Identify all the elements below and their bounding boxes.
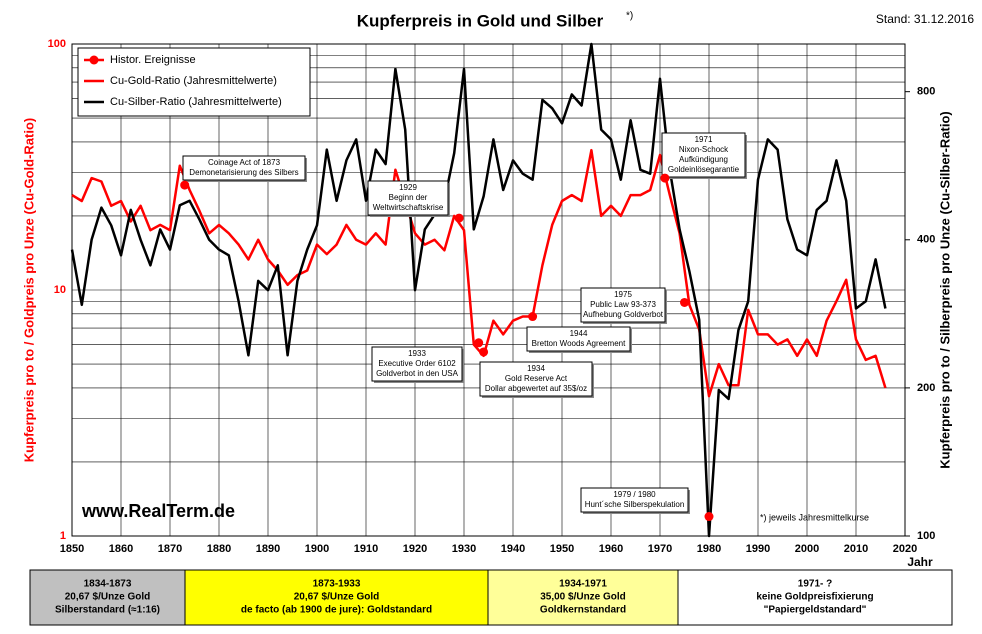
annotation-box bbox=[371, 346, 463, 382]
period-text: 1873-1933 bbox=[313, 579, 361, 590]
period-text: de facto (ab 1900 de jure): Goldstandard bbox=[241, 605, 432, 616]
event-marker bbox=[454, 213, 464, 223]
x-tick-label: 1860 bbox=[109, 543, 133, 555]
x-tick-label: 1880 bbox=[207, 543, 231, 555]
legend-label: Cu-Gold-Ratio (Jahresmittelwerte) bbox=[110, 75, 277, 87]
legend-swatch bbox=[89, 55, 99, 65]
annotation-box bbox=[526, 326, 631, 352]
annotation-text: 1933 bbox=[408, 349, 426, 358]
period-box bbox=[184, 569, 489, 626]
x-tick-label: 1910 bbox=[354, 543, 378, 555]
y2-tick-label: 400 bbox=[917, 234, 935, 246]
y2-tick-label: 800 bbox=[917, 86, 935, 98]
annotation-box bbox=[479, 361, 593, 397]
chart-title: Kupferpreis in Gold und Silber bbox=[357, 11, 604, 30]
series-line bbox=[70, 42, 887, 538]
period-text: 1934-1971 bbox=[559, 579, 607, 590]
annotation-text: Gold Reserve Act bbox=[505, 374, 568, 383]
x-tick-label: 1970 bbox=[648, 543, 672, 555]
period-box bbox=[487, 569, 679, 626]
annotation-text: Public Law 93-373 bbox=[590, 300, 656, 309]
annotation-text: Dollar abgewertet auf 35$/oz bbox=[485, 384, 587, 393]
annotation-text: 1944 bbox=[570, 329, 588, 338]
title-note: *) bbox=[626, 11, 633, 22]
event-marker bbox=[660, 173, 670, 183]
period-text: Silberstandard (≈1:16) bbox=[55, 605, 160, 616]
annotation-text: Weltwirtschaftskrise bbox=[373, 203, 444, 212]
period-text: 20,67 $/Unze Gold bbox=[65, 592, 151, 603]
annotation-text: 1971 bbox=[695, 135, 713, 144]
event-marker bbox=[474, 338, 484, 348]
footnote: *) jeweils Jahresmittelkurse bbox=[760, 512, 869, 522]
y2-axis-title: Kupferpreis pro to / Silberpreis pro Unz… bbox=[937, 111, 952, 469]
annotation-text: Aufhebung Goldverbot bbox=[583, 310, 664, 319]
annotation-text: Demonetarisierung des Silbers bbox=[189, 168, 298, 177]
x-tick-label: 1950 bbox=[550, 543, 574, 555]
annotation-text: Goldeinlösegarantie bbox=[668, 165, 740, 174]
x-tick-label: 1980 bbox=[697, 543, 721, 555]
y2-tick-label: 100 bbox=[917, 530, 935, 542]
y-tick-label: 100 bbox=[48, 38, 66, 50]
x-tick-label: 1870 bbox=[158, 543, 182, 555]
x-axis-title: Jahr bbox=[907, 555, 933, 569]
y-axis-title: Kupferpreis pro to / Goldpreis pro Unze … bbox=[21, 118, 36, 463]
period-text: "Papiergeldstandard" bbox=[764, 605, 867, 616]
annotation-text: 1929 bbox=[399, 183, 417, 192]
y2-tick-label: 200 bbox=[917, 382, 935, 394]
event-marker bbox=[479, 347, 489, 357]
annotation-text: Executive Order 6102 bbox=[378, 359, 456, 368]
period-text: keine Goldpreisfixierung bbox=[756, 592, 873, 603]
legend-box bbox=[77, 47, 311, 117]
annotation-box bbox=[182, 155, 306, 181]
x-tick-label: 2020 bbox=[893, 543, 917, 555]
legend-label: Histor. Ereignisse bbox=[110, 54, 196, 66]
x-tick-label: 1920 bbox=[403, 543, 427, 555]
period-box bbox=[677, 569, 953, 626]
annotation-text: Bretton Woods Agreement bbox=[532, 339, 626, 348]
x-tick-label: 1900 bbox=[305, 543, 329, 555]
annotation-box bbox=[580, 287, 666, 323]
annotation-box bbox=[661, 132, 746, 178]
x-tick-label: 2010 bbox=[844, 543, 868, 555]
event-marker bbox=[180, 180, 190, 190]
annotation-text: 1975 bbox=[614, 290, 632, 299]
annotation-box bbox=[367, 180, 449, 216]
event-marker bbox=[680, 297, 689, 307]
y-tick-label: 10 bbox=[54, 284, 66, 296]
legend-label: Cu-Silber-Ratio (Jahresmittelwerte) bbox=[110, 96, 282, 108]
annotation-text: Beginn der bbox=[389, 193, 428, 202]
period-text: Goldkernstandard bbox=[540, 605, 626, 616]
stand-date: Stand: 31.12.2016 bbox=[876, 12, 974, 26]
x-tick-label: 1890 bbox=[256, 543, 280, 555]
annotation-box bbox=[580, 487, 689, 513]
y-tick-label: 1 bbox=[60, 530, 66, 542]
x-tick-label: 1960 bbox=[599, 543, 623, 555]
annotation-text: Aufkündigung bbox=[679, 155, 728, 164]
legend: Histor. Ereignisse Cu-Gold-Ratio (Jahresm… bbox=[77, 47, 311, 117]
annotation-text: 1979 / 1980 bbox=[613, 490, 656, 499]
period-text: 1971- ? bbox=[798, 579, 832, 590]
x-tick-label: 1930 bbox=[452, 543, 476, 555]
x-tick-label: 1850 bbox=[60, 543, 84, 555]
annotation-text: Coinage Act of 1873 bbox=[208, 158, 281, 167]
annotation-text: Hunt´sche Silberspekulation bbox=[585, 500, 685, 509]
annotation-text: Goldverbot in den USA bbox=[376, 369, 458, 378]
website: www.RealTerm.de bbox=[81, 501, 235, 521]
x-tick-label: 1940 bbox=[501, 543, 525, 555]
annotation-text: Nixon-Schock bbox=[679, 145, 729, 154]
event-marker bbox=[704, 512, 714, 522]
event-marker bbox=[528, 312, 538, 322]
period-box bbox=[29, 569, 186, 626]
x-tick-label: 2000 bbox=[795, 543, 819, 555]
annotation-text: 1934 bbox=[527, 364, 545, 373]
series-line bbox=[71, 148, 887, 398]
x-tick-label: 1990 bbox=[746, 543, 770, 555]
period-text: 20,67 $/Unze Gold bbox=[294, 592, 380, 603]
period-text: 1834-1873 bbox=[84, 579, 132, 590]
period-text: 35,00 $/Unze Gold bbox=[540, 592, 626, 603]
